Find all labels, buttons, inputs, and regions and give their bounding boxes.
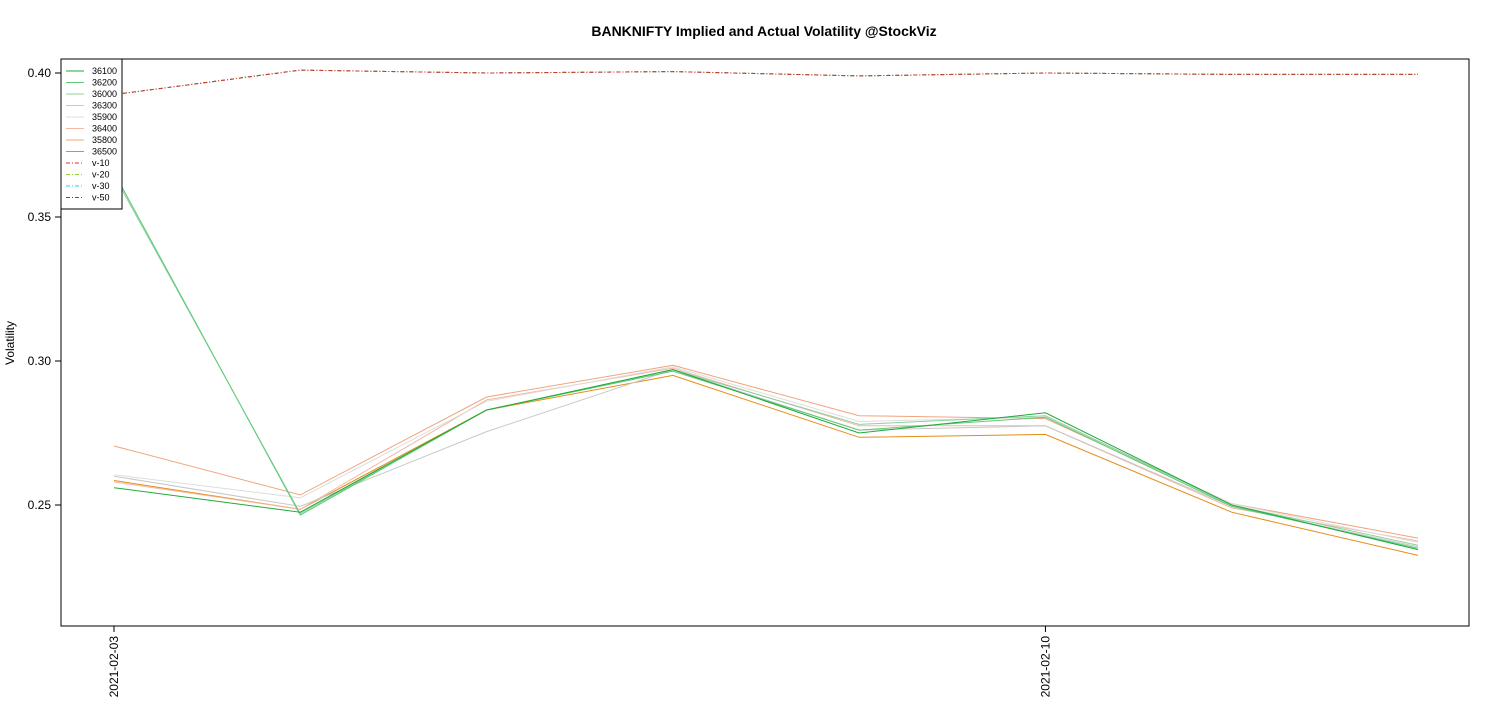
legend-label-v-10: v-10: [92, 158, 110, 168]
legend-label-36000: 36000: [92, 89, 117, 99]
series-line-36500: [113, 374, 1419, 556]
series-line-v-50: [113, 69, 1418, 96]
series-layer: [113, 69, 1419, 556]
legend-label-36400: 36400: [92, 124, 117, 134]
legend-label-v-50: v-50: [92, 193, 110, 203]
x-tick-label: 2021-02-03: [107, 636, 121, 698]
legend-label-35800: 35800: [92, 135, 117, 145]
legend-label-36100: 36100: [92, 66, 117, 76]
y-axis-label: Volatility: [3, 321, 17, 365]
series-line-35900: [113, 366, 1419, 543]
y-tick-label: 0.35: [28, 210, 52, 224]
plot-frame: [60, 58, 1470, 627]
y-axis: 0.25 0.30 0.35 0.40: [28, 66, 61, 512]
legend-label-36500: 36500: [92, 147, 117, 157]
series-line-36200: [113, 172, 1419, 549]
y-tick-label: 0.25: [28, 498, 52, 512]
series-line-36100: [113, 369, 1419, 551]
x-axis: 2021-02-03 2021-02-10: [107, 626, 1052, 697]
x-tick-label: 2021-02-10: [1038, 636, 1052, 698]
legend-label-35900: 35900: [92, 112, 117, 122]
series-line-v-30: [113, 69, 1418, 96]
chart-title: BANKNIFTY Implied and Actual Volatility …: [591, 23, 936, 39]
series-line-36300: [113, 369, 1419, 548]
legend-box: [60, 58, 123, 210]
legend-label-v-20: v-20: [92, 170, 110, 180]
legend-label-36300: 36300: [92, 101, 117, 111]
series-line-35800: [113, 364, 1419, 539]
series-line-v-20: [113, 69, 1418, 96]
legend-label-36200: 36200: [92, 78, 117, 88]
legend-label-v-30: v-30: [92, 181, 110, 191]
series-line-v-10: [113, 69, 1418, 96]
y-tick-label: 0.30: [28, 354, 52, 368]
y-tick-label: 0.40: [28, 66, 52, 80]
